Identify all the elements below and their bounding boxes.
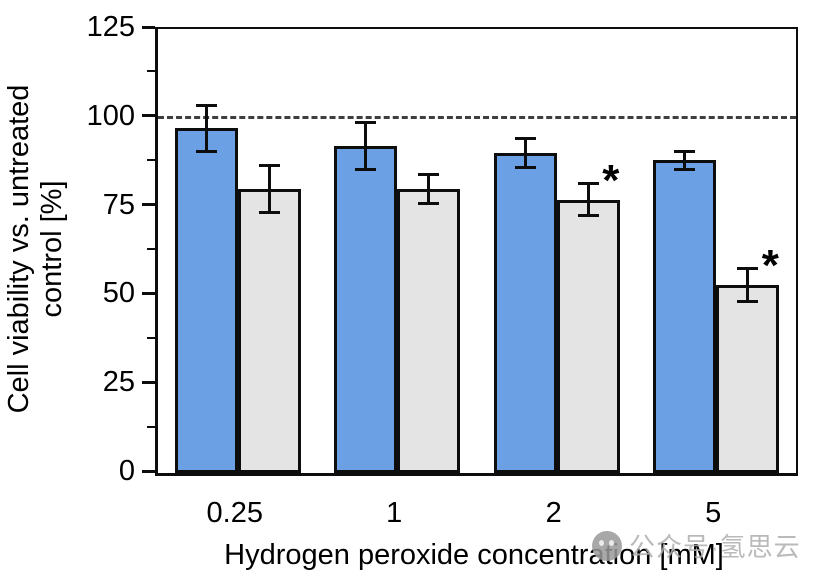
error-bar [586,181,590,218]
x-axis-title: Hydrogen peroxide concentration [mM] [224,539,724,571]
watermark: 公众号·氢思云 [592,527,801,564]
blue-series-bar [653,160,717,473]
y-tick-label: 50 [102,277,135,310]
y-major-tick [142,114,155,118]
error-bar-cap [674,149,696,153]
x-category-label: 1 [386,497,403,529]
y-axis-title: Cell viability vs. untreated control [%] [0,27,72,471]
error-bar-cap [355,168,377,172]
error-bar-cap [195,103,217,107]
y-major-tick [142,291,155,295]
x-category-label: 5 [705,497,722,529]
error-bar-cap [737,266,759,270]
blue-series-bar [174,128,238,473]
y-tick-label: 125 [86,11,135,43]
gray-series-bar [397,188,461,473]
gray-series-bar [716,284,780,473]
y-major-tick [142,469,155,473]
y-minor-tick [147,425,155,428]
y-minor-tick [147,70,155,73]
y-axis-title-line2: control [%] [36,180,68,318]
error-bar [746,266,750,303]
error-bar [364,121,368,172]
y-tick-label: 100 [86,99,135,132]
gray-series-bar [556,199,620,473]
error-bar-cap [577,181,599,185]
watermark-text: 公众号·氢思云 [629,532,801,562]
significance-asterisk: * [602,155,620,205]
y-major-tick [142,25,155,29]
y-major-tick [142,203,155,207]
error-bar [523,137,527,170]
error-bar-cap [514,166,536,170]
blue-series-bar [334,146,398,473]
reference-line-100pct [158,116,796,120]
y-minor-tick [147,336,155,339]
error-bar [267,163,271,214]
error-bar [204,103,208,154]
error-bar-cap [737,299,759,303]
y-minor-tick [147,159,155,162]
y-axis-title-line1: Cell viability vs. untreated [3,84,35,414]
error-bar-cap [418,201,440,205]
error-bar-cap [195,150,217,154]
error-bar-cap [355,121,377,125]
y-tick-label: 25 [102,366,135,399]
y-minor-tick [147,248,155,250]
y-tick-label: 75 [102,188,135,221]
y-tick-label: 0 [118,455,135,487]
error-bar [427,172,431,205]
y-major-tick [142,380,155,384]
error-bar-cap [514,137,536,141]
error-bar-cap [418,172,440,176]
wechat-icon [592,530,622,561]
blue-series-bar [493,153,557,473]
significance-asterisk: * [761,240,779,290]
error-bar-cap [258,163,280,167]
x-category-label: 0.25 [206,497,263,529]
error-bar-cap [577,214,599,218]
plot-area: * * [155,27,798,476]
error-bar-cap [674,168,696,172]
error-bar [683,149,687,172]
error-bar-cap [258,210,280,214]
gray-series-bar [237,188,301,473]
x-category-label: 2 [545,497,562,529]
